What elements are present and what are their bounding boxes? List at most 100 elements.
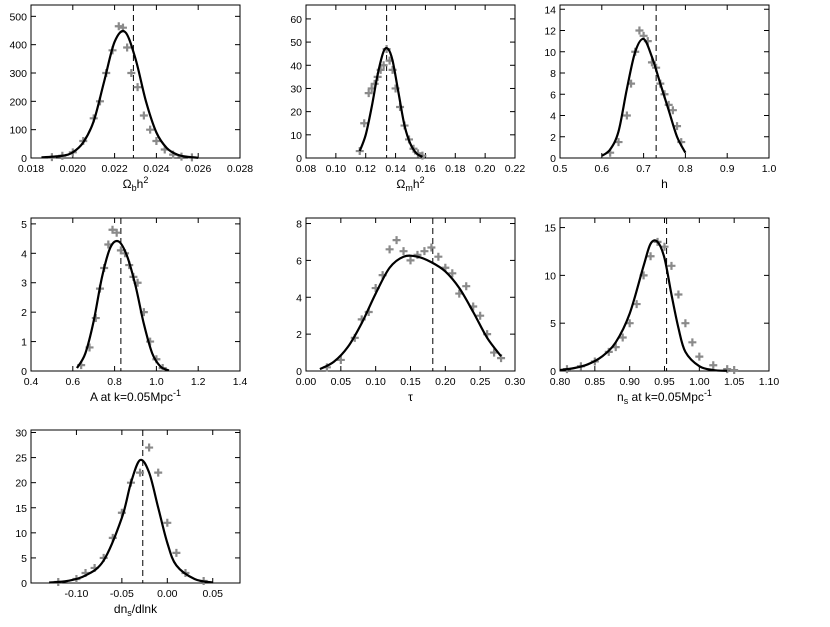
data-point-marker (123, 43, 132, 52)
data-point-marker (646, 252, 655, 261)
x-tick-label: 0.08 (296, 163, 317, 175)
x-tick-label: 0.15 (400, 376, 421, 388)
y-tick-label: 3 (21, 278, 27, 290)
x-tick-label: 0.4 (24, 376, 39, 388)
x-tick-label: 0.5 (553, 163, 568, 175)
data-point-marker (136, 468, 145, 477)
data-point-marker (681, 319, 690, 328)
y-tick-label: 20 (15, 478, 27, 490)
panel-2: 0.08 0.10 0.12 0.14 0.16 0.18 0.20 0.22 0 10 20 30 4… (290, 4, 525, 193)
y-tick-label: 0 (296, 366, 302, 378)
data-point-marker (632, 300, 641, 309)
data-point-marker (667, 261, 676, 270)
y-tick-label: 60 (290, 14, 302, 26)
fit-curve (49, 458, 213, 584)
x-tick-label: 0.25 (470, 376, 491, 388)
y-tick-label: 2 (550, 132, 556, 144)
fit-curve (319, 254, 502, 371)
y-tick-label: 300 (9, 68, 27, 80)
data-point-marker (127, 69, 136, 77)
y-tick-label: 200 (9, 96, 27, 108)
y-tick-label: 5 (21, 219, 27, 231)
data-point-marker (360, 119, 369, 128)
y-tick-label: 8 (296, 219, 302, 231)
x-tick-label: 0.05 (203, 588, 224, 600)
x-tick-label: 0.024 (143, 163, 169, 175)
plot-frame (305, 217, 516, 372)
y-tick-label: 50 (290, 37, 302, 49)
y-tick-label: 0 (21, 366, 27, 378)
data-point-marker (709, 361, 718, 370)
data-point-marker (668, 106, 677, 115)
y-tick-label: 400 (9, 40, 27, 52)
data-point-marker (660, 242, 669, 251)
x-tick-label: 0.018 (18, 163, 44, 175)
data-point-marker (133, 83, 142, 92)
x-tick-label: 0.30 (505, 376, 526, 388)
y-tick-label: 5 (21, 553, 27, 565)
data-point-marker (152, 137, 161, 145)
data-point-marker (420, 247, 429, 256)
plot-frame (305, 4, 516, 159)
x-tick-label: 0.95 (654, 376, 675, 388)
data-point-marker (108, 225, 117, 234)
data-point-marker (112, 228, 121, 237)
x-axis-label: Ωbh2 (123, 175, 149, 193)
plot-frame (559, 4, 770, 159)
x-tick-label: 1.05 (724, 376, 745, 388)
y-tick-label: 2 (296, 329, 302, 341)
y-tick-label: 30 (15, 428, 27, 440)
y-tick-label: 10 (544, 270, 556, 282)
data-point-marker (379, 61, 388, 70)
x-tick-label: 0.6 (65, 376, 80, 388)
data-point-marker (462, 282, 471, 291)
x-axis-label: Ωmh2 (396, 175, 424, 193)
y-tick-label: 5 (550, 318, 556, 330)
data-point-marker (146, 125, 155, 134)
x-tick-label: 0.7 (636, 163, 651, 175)
data-point-marker (618, 333, 627, 342)
panel-7: -0.10 -0.05 0.00 0.05 0 5 10 15 20 25 30 dns/dlnk (15, 428, 241, 618)
x-tick-label: 0.00 (157, 588, 178, 600)
x-tick-label: -0.05 (110, 588, 134, 600)
y-tick-label: 10 (290, 130, 302, 142)
data-point-marker (139, 111, 148, 120)
y-tick-label: 4 (550, 111, 556, 123)
plot-frame (30, 429, 241, 584)
y-tick-label: 0 (296, 153, 302, 165)
y-tick-label: 12 (544, 26, 556, 38)
data-point-marker (448, 269, 457, 278)
data-point-marker (476, 311, 485, 320)
plot-frame (30, 4, 241, 159)
x-tick-label: 1.00 (689, 376, 710, 388)
x-tick-label: 0.16 (415, 163, 436, 175)
fit-curve (559, 239, 728, 372)
panel-3: 0.5 0.6 0.7 0.8 0.9 1.0 0 2 4 6 8 10 12 14 h (544, 4, 776, 191)
x-axis-label: τ (408, 390, 413, 404)
x-tick-label: 1.0 (149, 376, 164, 388)
x-tick-label: -0.10 (64, 588, 88, 600)
plot-frame (30, 217, 241, 372)
panel-4: 0.4 0.6 0.8 1.0 1.2 1.4 0 1 2 3 4 5 A at k=0.05Mpc-1 (21, 217, 248, 404)
data-point-marker (622, 111, 631, 120)
x-tick-label: 0.90 (619, 376, 640, 388)
data-point-marker (434, 252, 443, 261)
x-tick-label: 0.6 (594, 163, 609, 175)
x-tick-label: 1.2 (191, 376, 206, 388)
x-tick-label: 1.4 (233, 376, 248, 388)
data-point-marker (163, 518, 172, 527)
x-tick-label: 1.0 (762, 163, 777, 175)
y-tick-label: 25 (15, 453, 27, 465)
data-point-marker (674, 290, 683, 299)
x-tick-label: 0.026 (185, 163, 211, 175)
y-tick-label: 6 (550, 89, 556, 101)
x-tick-label: 0.85 (585, 376, 606, 388)
x-tick-label: 0.00 (296, 376, 317, 388)
y-tick-label: 15 (544, 223, 556, 235)
y-tick-label: 0 (21, 578, 27, 590)
data-point-marker (114, 22, 123, 31)
y-tick-label: 40 (290, 60, 302, 72)
y-tick-label: 8 (550, 68, 556, 80)
x-tick-label: 0.028 (227, 163, 253, 175)
